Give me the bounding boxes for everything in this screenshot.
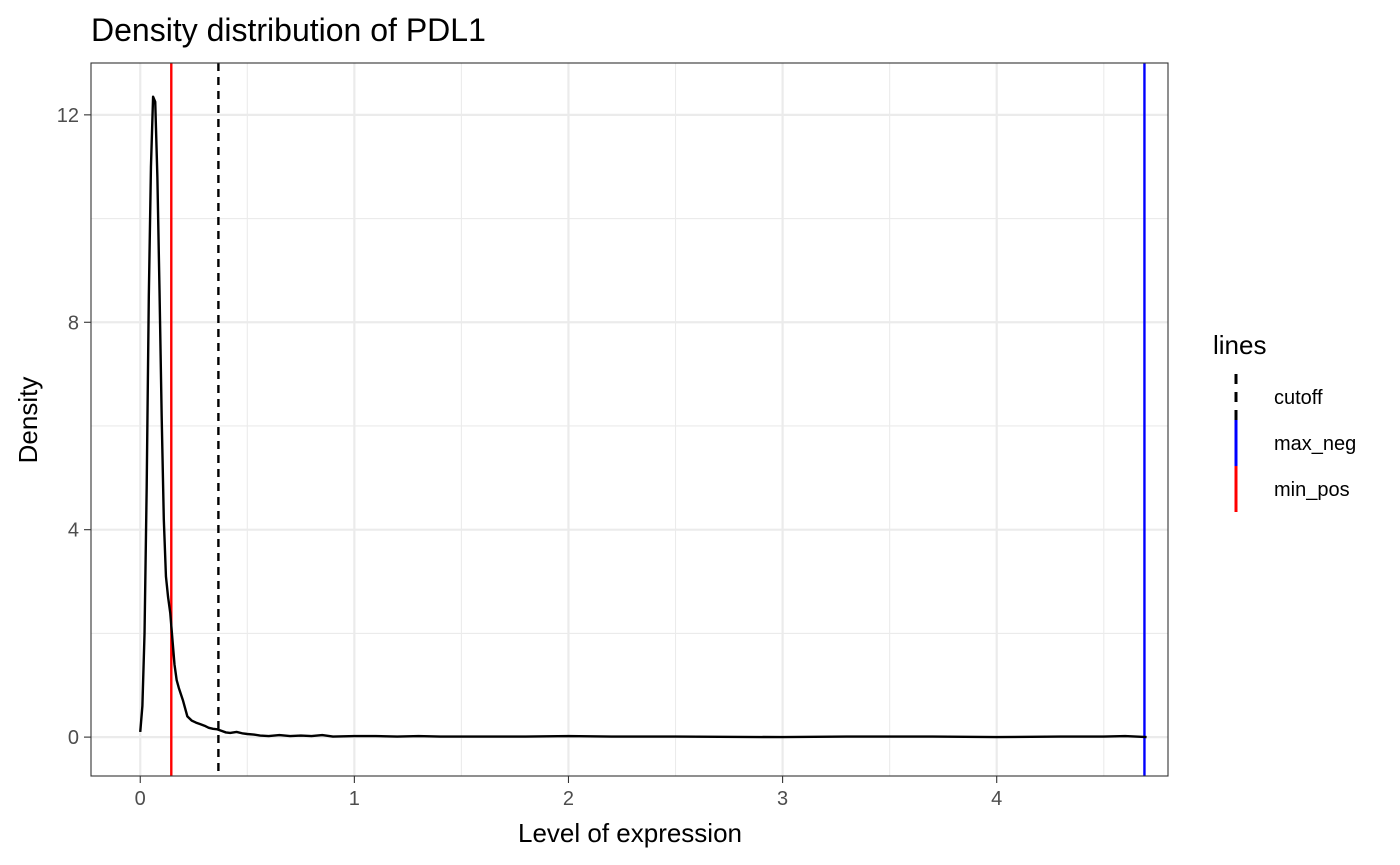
y-tick-label: 8: [68, 312, 79, 334]
y-tick-label: 4: [68, 520, 79, 542]
grid: [91, 63, 1168, 776]
x-tick-label: 3: [777, 788, 788, 810]
legend-title: lines: [1213, 330, 1266, 360]
y-tick-label: 12: [57, 105, 79, 127]
x-tick-label: 4: [991, 788, 1002, 810]
density-curve: [139, 95, 1147, 739]
x-tick-label: 1: [349, 788, 360, 810]
chart-title: Density distribution of PDL1: [91, 12, 486, 48]
legend-label-min_pos: min_pos: [1274, 479, 1350, 501]
y-tick-label: 0: [68, 727, 79, 749]
legend-label-max_neg: max_neg: [1274, 433, 1356, 455]
x-axis-title: Level of expression: [518, 818, 742, 848]
x-tick-label: 2: [563, 788, 574, 810]
y-axis-title: Density: [13, 377, 43, 464]
x-tick-label: 0: [135, 788, 146, 810]
legend-label-cutoff: cutoff: [1274, 387, 1323, 409]
reference-lines: [170, 63, 1146, 776]
panel-border: [90, 62, 1169, 777]
legend: lines cutoff max_neg min_pos: [1213, 330, 1356, 512]
